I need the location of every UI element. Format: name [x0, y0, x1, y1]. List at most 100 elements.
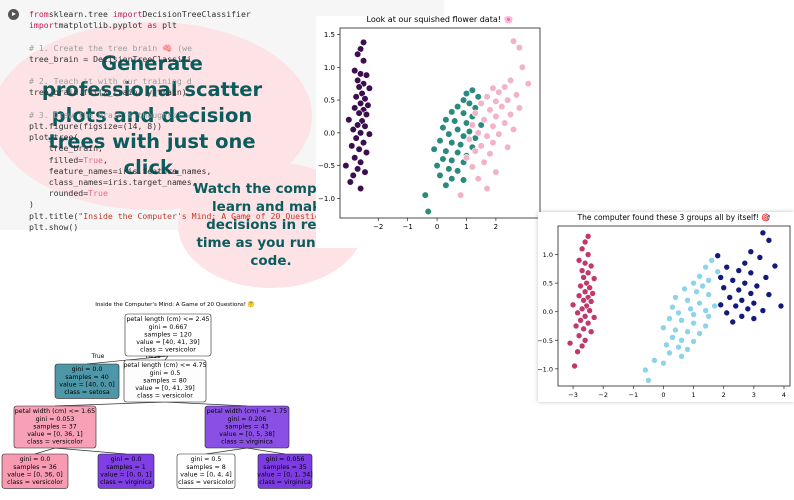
data-point	[578, 305, 586, 313]
data-point	[465, 135, 474, 143]
data-point	[471, 147, 479, 155]
data-point	[439, 155, 447, 163]
y-tick-label: −1.0	[318, 195, 335, 203]
data-point	[675, 309, 682, 317]
data-point	[581, 336, 589, 344]
data-point	[672, 326, 679, 334]
data-point	[345, 116, 353, 124]
data-point	[492, 97, 500, 105]
data-point	[498, 103, 506, 111]
data-point	[572, 322, 580, 330]
data-point	[489, 139, 497, 147]
tree-node-text: petal length (cm) <= 2.45	[126, 316, 209, 323]
tree-node-text: samples = 36	[13, 464, 56, 471]
data-point	[669, 303, 676, 311]
y-tick-label: 1.0	[543, 251, 553, 259]
tree-edge	[246, 447, 286, 455]
code-line: rounded=True	[29, 188, 108, 199]
data-point	[504, 96, 512, 104]
data-point	[454, 125, 462, 134]
code-line: importmatplotlib.pyplot as plt	[29, 20, 177, 31]
data-point	[355, 109, 363, 117]
data-point	[433, 161, 441, 170]
plot-frame	[339, 27, 541, 219]
subtext-text: Watch the computer learn and make decisi…	[193, 181, 349, 269]
data-point	[729, 276, 737, 284]
data-point	[711, 302, 718, 310]
code-line: # 2. Teach it with our training d	[29, 76, 192, 87]
data-point	[702, 263, 709, 271]
data-point	[352, 134, 360, 142]
run-cell-icon[interactable]	[8, 9, 19, 20]
x-tick-label: −1	[629, 391, 639, 399]
data-point	[501, 83, 509, 91]
data-point	[581, 312, 589, 320]
data-point	[581, 259, 589, 267]
data-point	[744, 305, 752, 313]
tree-node-text: petal width (cm) <= 1.75	[207, 408, 287, 415]
tree-node-text: samples = 120	[144, 331, 191, 338]
tree-node	[97, 453, 155, 489]
data-point	[566, 339, 574, 347]
x-tick-label: 0	[435, 223, 439, 231]
tree-node-text: samples = 8	[186, 464, 225, 471]
data-point	[581, 288, 589, 296]
tree-node-text: gini = 0.5	[191, 456, 222, 463]
data-point	[747, 290, 755, 297]
edge-label-true: True	[91, 353, 105, 360]
data-point	[678, 336, 685, 344]
tree-node	[176, 453, 236, 489]
data-point	[365, 84, 374, 92]
data-point	[578, 342, 586, 350]
tree-edge	[34, 447, 56, 455]
data-point	[586, 307, 593, 314]
data-point	[515, 44, 524, 52]
data-point	[732, 302, 740, 310]
data-point	[355, 83, 363, 91]
data-point	[750, 299, 758, 307]
data-point	[364, 101, 372, 109]
data-point	[663, 341, 670, 349]
tree-node	[13, 405, 97, 449]
data-point	[439, 123, 447, 132]
data-point	[735, 267, 743, 274]
data-point	[584, 319, 592, 327]
data-point	[342, 161, 350, 170]
data-point	[669, 334, 676, 341]
data-point	[495, 130, 503, 138]
data-point	[480, 116, 488, 124]
data-point	[735, 286, 743, 294]
data-point	[462, 89, 471, 98]
tree-node	[204, 405, 290, 449]
data-point	[678, 316, 685, 324]
data-point	[708, 256, 715, 264]
data-point	[359, 38, 368, 47]
data-point	[750, 315, 758, 322]
data-point	[356, 158, 365, 166]
tree-node-text: samples = 80	[143, 377, 186, 384]
y-tick-label: −0.5	[538, 337, 553, 345]
scatter-chart-1-panel: Look at our squished flower data! 🌸 −2 −1 0…	[316, 14, 544, 248]
data-point	[574, 348, 581, 356]
data-point	[684, 296, 691, 304]
x-tick-label: 1	[692, 391, 696, 399]
code-line: class_names=iris.target_names,	[29, 177, 197, 187]
data-point	[714, 252, 721, 260]
tree-edge	[54, 447, 127, 455]
code-line: plt.title("Inside the Computer's Mind: A…	[29, 210, 360, 221]
data-point	[359, 57, 368, 65]
data-point	[666, 315, 673, 322]
decision-tree-panel: Inside the Computer's Mind: A Game of 20…	[0, 296, 350, 496]
data-point	[359, 139, 368, 147]
data-point	[747, 248, 755, 256]
data-point	[477, 99, 485, 107]
tree-title: Inside the Computer's Mind: A Game of 20…	[95, 301, 255, 308]
data-point	[645, 376, 652, 384]
data-point	[509, 125, 518, 134]
data-point	[687, 305, 694, 313]
data-point	[642, 366, 649, 374]
headline-text: Generate professional scatter plots and …	[41, 52, 263, 179]
data-point	[504, 143, 512, 151]
data-point	[705, 291, 712, 298]
plot-frame	[557, 225, 791, 387]
